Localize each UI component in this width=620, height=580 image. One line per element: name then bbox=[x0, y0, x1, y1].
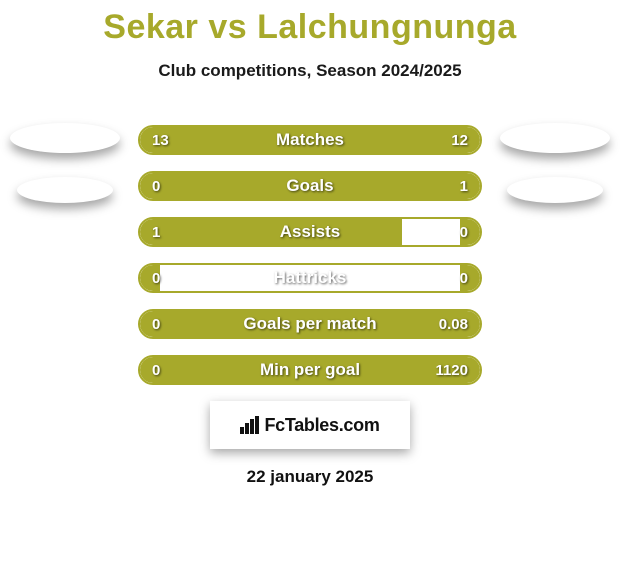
avatar-placeholder-icon bbox=[500, 123, 610, 153]
left-fill bbox=[140, 265, 160, 291]
right-fill bbox=[160, 311, 480, 337]
page-title: Sekar vs Lalchungnunga bbox=[0, 0, 620, 47]
comparison-chart: 1312Matches 01Goals 10Assists 00Hattricks 00… bbox=[0, 125, 620, 385]
avatar-placeholder-icon bbox=[10, 123, 120, 153]
stat-row: 01120Min per goal bbox=[138, 355, 482, 385]
bars-container: 1312Matches 01Goals 10Assists 00Hattricks 00… bbox=[138, 125, 482, 385]
right-player-avatar-column bbox=[490, 125, 620, 203]
right-fill bbox=[201, 173, 480, 199]
subtitle: Club competitions, Season 2024/2025 bbox=[0, 61, 620, 81]
left-fill bbox=[140, 219, 402, 245]
avatar-placeholder-icon bbox=[507, 177, 603, 203]
left-fill bbox=[140, 357, 160, 383]
stat-row: 00.08Goals per match bbox=[138, 309, 482, 339]
left-fill bbox=[140, 311, 160, 337]
brand-badge: FcTables.com bbox=[210, 401, 410, 449]
stat-label: Hattricks bbox=[140, 265, 480, 291]
right-fill bbox=[160, 357, 480, 383]
left-fill bbox=[140, 173, 201, 199]
stat-row: 1312Matches bbox=[138, 125, 482, 155]
left-player-avatar-column bbox=[0, 125, 130, 203]
brand-text: FcTables.com bbox=[264, 415, 379, 436]
avatar-placeholder-icon bbox=[17, 177, 113, 203]
stat-row: 10Assists bbox=[138, 217, 482, 247]
right-fill bbox=[460, 219, 480, 245]
left-fill bbox=[140, 127, 317, 153]
generated-date: 22 january 2025 bbox=[0, 467, 620, 487]
stat-row: 00Hattricks bbox=[138, 263, 482, 293]
bar-chart-icon bbox=[240, 416, 260, 434]
right-fill bbox=[460, 265, 480, 291]
stat-row: 01Goals bbox=[138, 171, 482, 201]
right-fill bbox=[317, 127, 480, 153]
